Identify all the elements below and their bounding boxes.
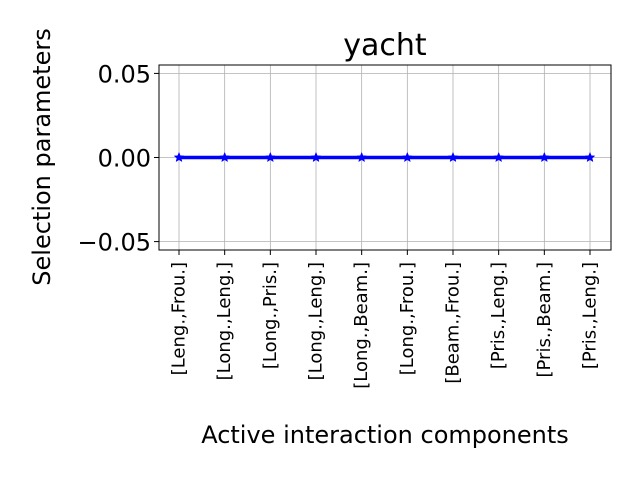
- data-point: [173, 151, 185, 163]
- x-tick-label: [Leng.,Frou.]: [169, 262, 190, 375]
- x-tick-label: [Pris.,Beam.]: [534, 262, 555, 378]
- series-layer: [173, 151, 596, 163]
- data-point: [493, 151, 505, 163]
- x-tick-label: [Pris.,Leng.]: [488, 262, 509, 369]
- x-tick-label: [Long.,Leng.]: [214, 262, 235, 380]
- data-point: [538, 151, 550, 163]
- data-point: [310, 151, 322, 163]
- y-tick-label: −0.05: [77, 229, 151, 257]
- ticks: −0.05 0.00 0.05 [Leng.,Frou.] [Long.,Leng.] […: [77, 60, 600, 388]
- x-axis-label: Active interaction components: [201, 421, 569, 449]
- x-tick-label: [Pris.,Leng.]: [580, 262, 601, 369]
- x-tick-label: [Long.,Frou.]: [397, 262, 418, 375]
- x-tick-label: [Beam.,Frou.]: [443, 262, 464, 384]
- x-tick-label: [Long.,Beam.]: [351, 262, 372, 389]
- y-tick-label: 0.00: [98, 145, 151, 173]
- y-tick-label: 0.05: [98, 60, 151, 88]
- data-point: [584, 151, 596, 163]
- data-point: [219, 151, 231, 163]
- data-point: [401, 151, 413, 163]
- x-tick-label: [Long.,Leng.]: [306, 262, 327, 380]
- data-point: [356, 151, 368, 163]
- x-tick-label: [Long.,Pris.]: [260, 262, 281, 369]
- data-point: [447, 151, 459, 163]
- chart-title: yacht: [343, 28, 427, 63]
- y-axis-label: Selection parameters: [28, 28, 56, 285]
- data-point: [264, 151, 276, 163]
